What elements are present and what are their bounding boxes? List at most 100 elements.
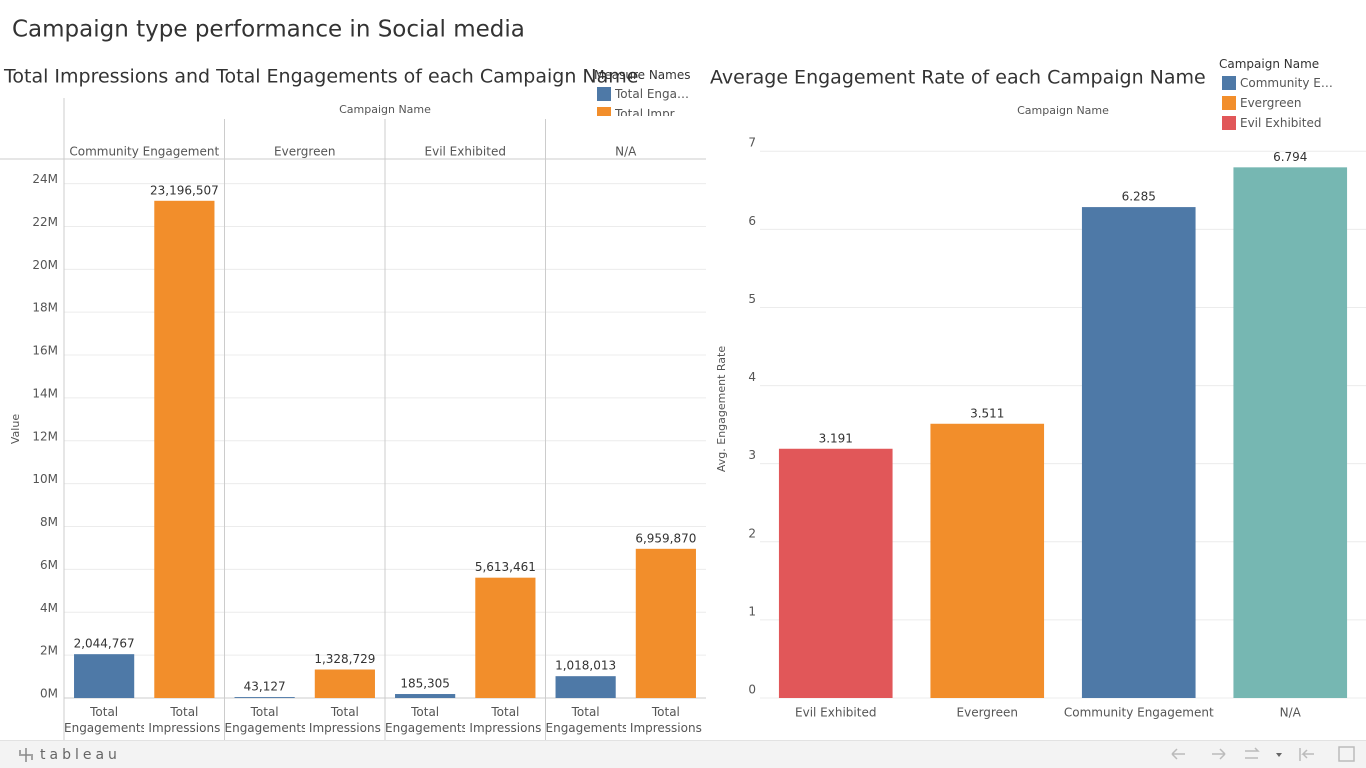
y-tick-label: 5 — [748, 292, 756, 306]
y-axis-title: Value — [9, 414, 22, 444]
bar — [74, 654, 135, 698]
legend: Measure Names Total Engagements Total Impr… — [594, 66, 706, 116]
legend-label: Total Impressions — [615, 107, 689, 116]
y-tick-label: 16M — [32, 344, 58, 358]
y-tick-label: 4 — [748, 370, 756, 384]
legend-item: Total Engagements — [594, 84, 706, 104]
y-tick-label: 20M — [32, 258, 58, 272]
y-tick-label: 24M — [32, 172, 58, 186]
y-tick-label: 22M — [32, 215, 58, 229]
x-sub-label: Total Engagements — [545, 705, 626, 735]
x-tick-label: Evil Exhibited — [795, 706, 876, 720]
chart-title: Total Impressions and Total Engagements … — [3, 66, 639, 88]
bar — [395, 694, 456, 698]
bar — [555, 676, 616, 698]
y-tick-label: 8M — [40, 515, 58, 529]
bar — [1233, 167, 1348, 699]
value-label: 23,196,507 — [150, 183, 219, 197]
panel-header: Evergreen — [274, 145, 335, 159]
panel-header: Evil Exhibited — [425, 145, 506, 159]
y-tick-label: 4M — [40, 601, 58, 615]
footer-bar: tableau — [0, 740, 1366, 768]
y-tick-label: 14M — [32, 386, 58, 400]
bar — [635, 548, 696, 698]
legend-title: Campaign Name — [1219, 57, 1320, 71]
legend-swatch — [1222, 116, 1236, 130]
chart-canvas: Campaign type performance in Social medi… — [0, 17, 1366, 740]
chart-title: Average Engagement Rate of each Campaign… — [710, 67, 1206, 89]
x-sub-label: Total Engagements — [224, 705, 305, 735]
bar — [778, 448, 893, 698]
value-label: 3.511 — [970, 406, 1004, 420]
legend-swatch — [597, 87, 611, 101]
sub-label-box: Total Impressions — [308, 705, 381, 735]
bar — [154, 200, 215, 698]
y-tick-label: 7 — [748, 136, 756, 150]
panel-header: Community Engagement — [69, 145, 219, 159]
value-label: 185,305 — [400, 677, 450, 691]
legend-item: Total Impressions — [594, 104, 706, 116]
legend-title: Measure Names — [594, 68, 691, 82]
value-label: 2,044,767 — [74, 637, 135, 651]
legend-item: Evergreen — [1219, 93, 1337, 113]
x-tick-label: Evergreen — [957, 706, 1018, 720]
y-tick-label: 0 — [748, 683, 756, 697]
legend-item: N/A — [1219, 133, 1337, 135]
legend-label: Total Engagements — [615, 87, 689, 101]
x-header-title: Campaign Name — [1017, 104, 1109, 117]
panel-header: N/A — [615, 145, 637, 159]
y-tick-label: 12M — [32, 429, 58, 443]
bar — [314, 669, 375, 698]
value-label: 3.191 — [819, 431, 853, 445]
legend-swatch — [1222, 96, 1236, 110]
x-sub-label: Total Impressions — [308, 705, 381, 735]
value-label: 6.285 — [1122, 190, 1156, 204]
toolbar-icons — [1171, 746, 1355, 762]
bar — [234, 697, 295, 698]
x-sub-label: Total Engagements — [385, 705, 466, 735]
y-tick-label: 10M — [32, 472, 58, 486]
sub-label-box: Total Engagements — [545, 705, 626, 735]
bar — [475, 577, 536, 698]
legend-swatch — [1222, 76, 1236, 90]
sub-label-box: Total Impressions — [629, 705, 702, 735]
legend-label: Evergreen — [1240, 96, 1302, 110]
x-sub-label: Total Impressions — [148, 705, 221, 735]
legend: Campaign Name Community Engagement Evergre… — [1219, 55, 1337, 135]
legend-item: Evil Exhibited — [1219, 113, 1337, 133]
y-tick-label: 1 — [748, 604, 756, 618]
y-axis-title: Avg. Engagement Rate — [715, 346, 728, 472]
sub-label-box: Total Engagements — [64, 705, 145, 735]
x-sub-label: Total Impressions — [629, 705, 702, 735]
brand: tableau — [40, 747, 121, 763]
x-header-title: Campaign Name — [339, 103, 431, 116]
value-label: 6,959,870 — [635, 531, 696, 545]
y-tick-label: 18M — [32, 301, 58, 315]
value-label: 1,018,013 — [555, 659, 616, 673]
y-tick-label: 0M — [40, 687, 58, 701]
x-tick-label: N/A — [1280, 706, 1302, 720]
value-label: 43,127 — [244, 680, 286, 694]
x-sub-label: Total Engagements — [64, 705, 145, 735]
legend-label: Evil Exhibited — [1240, 116, 1322, 130]
bar — [1081, 207, 1196, 698]
value-label: 1,328,729 — [314, 652, 375, 666]
y-tick-label: 3 — [748, 448, 756, 462]
legend-swatch — [597, 107, 611, 116]
x-tick-label: Community Engagement — [1064, 706, 1214, 720]
value-label: 5,613,461 — [475, 560, 536, 574]
sub-label-box: Total Engagements — [385, 705, 466, 735]
legend-item: Community Engagement — [1219, 73, 1337, 93]
y-tick-label: 2 — [748, 526, 756, 540]
y-tick-label: 2M — [40, 644, 58, 658]
x-sub-label: Total Impressions — [469, 705, 542, 735]
legend-label: Community Engagement — [1240, 76, 1335, 90]
y-tick-label: 6 — [748, 214, 756, 228]
y-tick-label: 6M — [40, 558, 58, 572]
value-label: 6.794 — [1273, 150, 1307, 164]
dashboard-title: Campaign type performance in Social medi… — [12, 17, 525, 43]
sub-label-box: Total Impressions — [148, 705, 221, 735]
bar — [930, 423, 1045, 698]
logo-icon — [19, 748, 33, 762]
